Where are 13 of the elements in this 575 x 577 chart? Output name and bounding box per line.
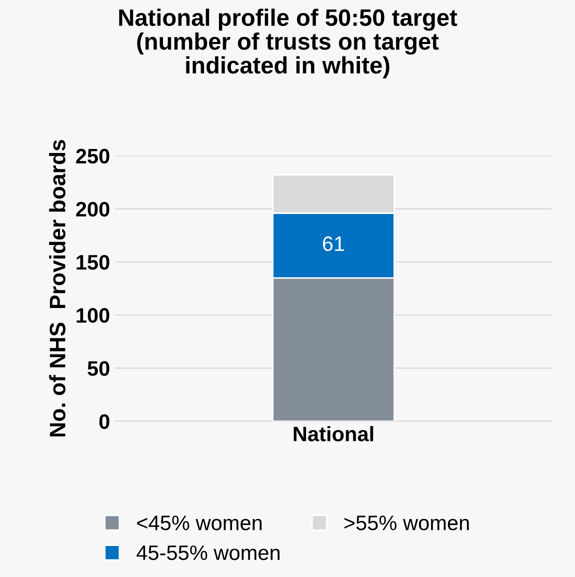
legend-label: >55% women [344, 516, 469, 530]
legend-label: 45-55% women [136, 545, 280, 560]
y-tick-label: 250 [76, 148, 110, 164]
y-tick-label: 150 [76, 254, 110, 270]
y-tick-label: 0 [99, 414, 110, 429]
y-tick-label: 200 [76, 202, 110, 217]
legend-label: <45% women [137, 516, 262, 530]
y-tick-label: 50 [88, 361, 110, 376]
data-label: 61 [322, 236, 344, 252]
y-tick-label: 100 [76, 308, 110, 323]
y-axis-title: No. of NHS Provider boards [49, 140, 66, 436]
x-tick-label: National [294, 426, 374, 442]
chart-title: National profile of 50:50 target (number of trusts on target indicated in white) [119, 8, 458, 78]
